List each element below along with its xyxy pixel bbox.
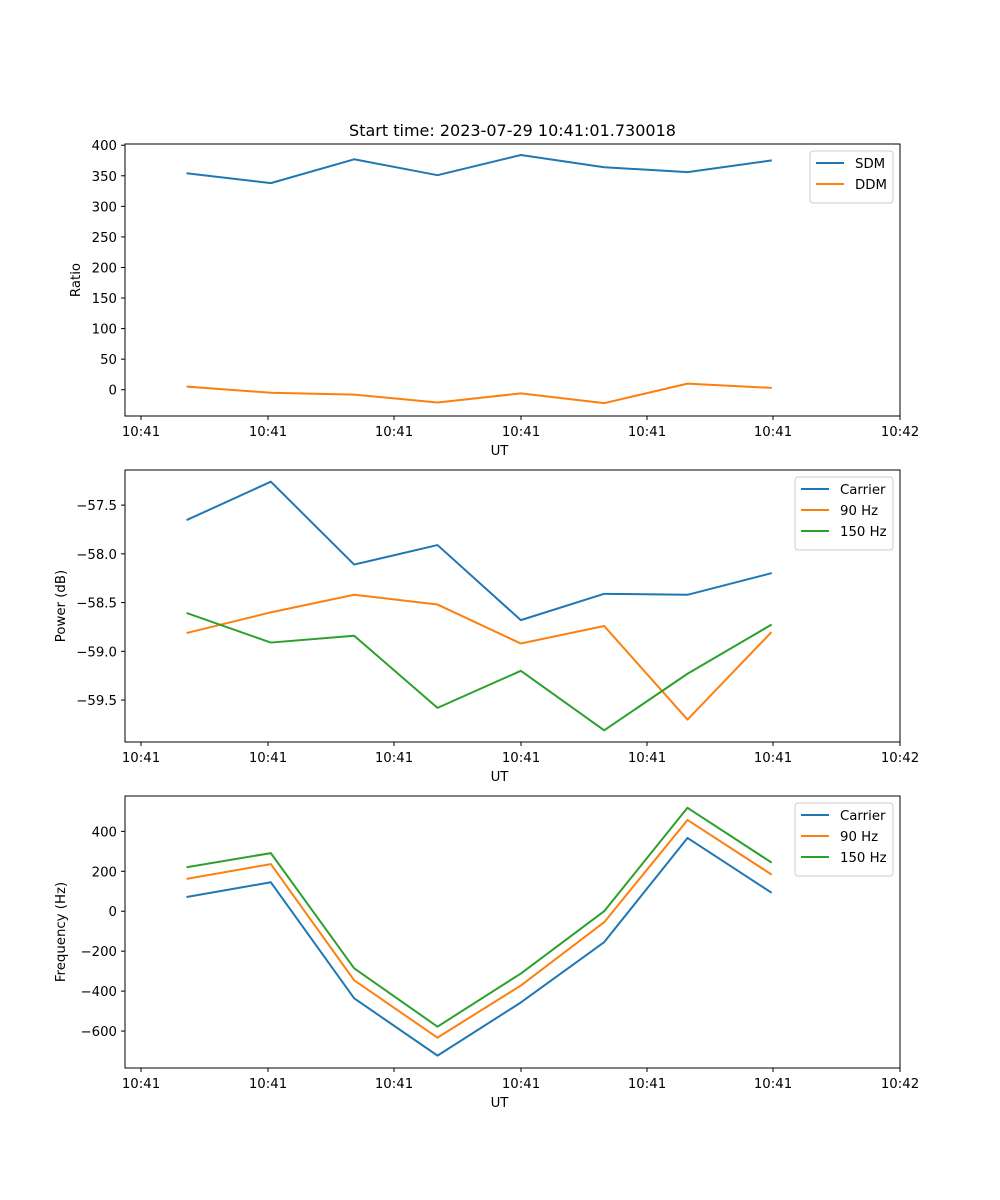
x-tick-label: 10:41 — [375, 1077, 413, 1092]
legend-label: 90 Hz — [840, 830, 878, 845]
y-tick-label: −57.5 — [76, 499, 117, 514]
x-tick-label: 10:41 — [754, 425, 792, 440]
y-tick-label: 300 — [92, 200, 117, 215]
series-line-150-hz — [186, 612, 773, 732]
y-tick-label: 250 — [92, 231, 117, 246]
y-tick-label: 350 — [92, 170, 117, 185]
y-axis-label: Ratio — [69, 263, 84, 297]
y-tick-label: 400 — [92, 825, 117, 840]
y-tick-label: 400 — [92, 139, 117, 154]
x-tick-label: 10:41 — [249, 1077, 287, 1092]
legend-label: SDM — [855, 157, 885, 172]
y-tick-label: 50 — [100, 353, 117, 368]
legend: Carrier 90 Hz 150 Hz — [794, 476, 894, 551]
legend-label: 90 Hz — [840, 504, 878, 519]
y-tick-label: −400 — [80, 985, 117, 1000]
y-tick-label: 0 — [109, 905, 117, 920]
y-axis-label: Frequency (Hz) — [54, 882, 69, 982]
x-tick-label: 10:41 — [122, 425, 160, 440]
y-tick-label: −600 — [80, 1025, 117, 1040]
y-tick-label: −59.0 — [76, 645, 117, 660]
x-tick-label: 10:41 — [502, 1077, 540, 1092]
x-axis-label: UT — [491, 770, 510, 785]
y-axis-label: Power (dB) — [54, 570, 69, 642]
x-tick-label: 10:41 — [249, 751, 287, 766]
chart-panel-2: 10:41 10:41 10:41 10:41 10:41 10:41 10:42 UT −59… — [54, 469, 919, 785]
y-tick-label: −58.5 — [76, 597, 117, 612]
x-tick-label: 10:41 — [628, 751, 666, 766]
legend-label: Carrier — [840, 483, 886, 498]
axes-frame — [124, 469, 901, 743]
y-tick-label: −58.0 — [76, 548, 117, 563]
x-axis-label: UT — [491, 444, 510, 459]
x-tick-label: 10:42 — [881, 425, 919, 440]
series-line-ddm — [186, 382, 772, 405]
x-tick-label: 10:41 — [122, 751, 160, 766]
x-tick-label: 10:41 — [502, 751, 540, 766]
series-line-carrier — [186, 836, 773, 1057]
y-tick-label: 200 — [92, 865, 117, 880]
axes-frame — [124, 795, 901, 1069]
y-tick-label: 200 — [92, 261, 117, 276]
series-line-90-hz — [186, 818, 773, 1039]
x-tick-label: 10:41 — [375, 751, 413, 766]
legend-label: 150 Hz — [840, 851, 887, 866]
x-tick-label: 10:41 — [628, 1077, 666, 1092]
y-tick-label: −200 — [80, 945, 117, 960]
x-tick-label: 10:41 — [122, 1077, 160, 1092]
y-tick-label: 150 — [92, 292, 117, 307]
x-tick-label: 10:42 — [881, 751, 919, 766]
legend-label: DDM — [855, 178, 887, 193]
series-line-90-hz — [186, 593, 773, 721]
chart-panel-1: Start time: 2023-07-29 10:41:01.730018 10… — [69, 121, 919, 459]
x-tick-label: 10:42 — [881, 1077, 919, 1092]
series-line-sdm — [186, 154, 772, 185]
axes-frame — [124, 143, 901, 417]
x-tick-label: 10:41 — [249, 425, 287, 440]
x-tick-label: 10:41 — [628, 425, 666, 440]
legend-label: Carrier — [840, 809, 886, 824]
y-tick-label: 0 — [109, 384, 117, 399]
series-line-150-hz — [186, 806, 773, 1028]
x-tick-label: 10:41 — [375, 425, 413, 440]
chart-title: Start time: 2023-07-29 10:41:01.730018 — [349, 121, 676, 140]
x-tick-label: 10:41 — [754, 1077, 792, 1092]
y-tick-label: 100 — [92, 323, 117, 338]
legend: Carrier 90 Hz 150 Hz — [794, 802, 894, 877]
chart-panel-3: 10:41 10:41 10:41 10:41 10:41 10:41 10:42 UT −60… — [54, 795, 919, 1111]
legend-label: 150 Hz — [840, 525, 887, 540]
x-tick-label: 10:41 — [502, 425, 540, 440]
y-tick-label: −59.5 — [76, 694, 117, 709]
x-tick-label: 10:41 — [754, 751, 792, 766]
x-axis-label: UT — [491, 1096, 510, 1111]
series-line-carrier — [186, 480, 773, 622]
legend: SDM DDM — [809, 150, 894, 204]
